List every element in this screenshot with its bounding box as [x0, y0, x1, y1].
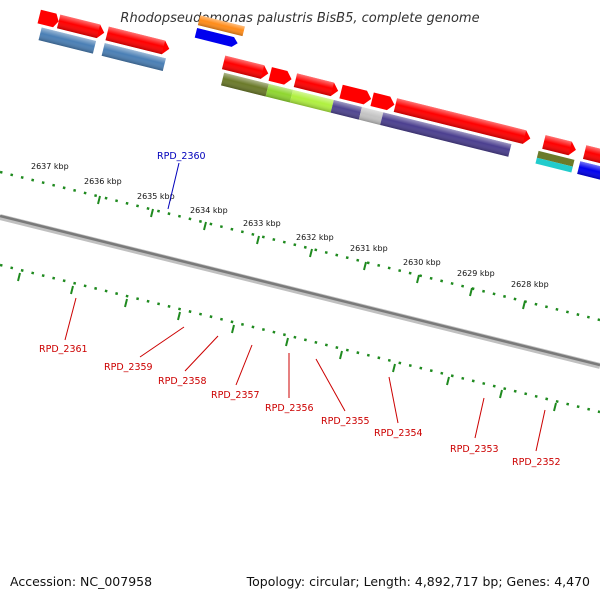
major-tick	[203, 221, 207, 231]
gene-label-rpd-2354[interactable]: RPD_2354	[374, 428, 423, 439]
gene-tracks	[37, 9, 600, 194]
major-tick	[339, 350, 343, 360]
scale-label: 2637 kbp	[31, 162, 69, 171]
gene-label-rpd-2352[interactable]: RPD_2352	[512, 457, 561, 468]
major-tick	[416, 274, 420, 284]
leader-line	[535, 409, 546, 452]
leader-line	[235, 344, 253, 386]
inner-tick-ruler	[0, 263, 600, 414]
gene-arrow[interactable]	[37, 9, 61, 28]
major-tick	[70, 285, 74, 295]
gene-rpd-2353-a[interactable]	[536, 150, 575, 167]
major-tick	[392, 363, 396, 373]
leader-line	[184, 335, 219, 372]
major-tick	[309, 248, 313, 258]
leader-line	[139, 326, 185, 358]
map-title: Rhodopseudomonas palustris BisB5, comple…	[120, 11, 479, 26]
major-tick	[553, 402, 557, 412]
gene-arrow[interactable]	[339, 84, 372, 106]
major-tick	[446, 376, 450, 386]
gene-label-rpd-2357[interactable]: RPD_2357	[211, 390, 260, 401]
accession-label: Accession: NC_007958	[10, 574, 152, 589]
gene-label-rpd-2355[interactable]: RPD_2355	[321, 416, 370, 427]
scale-label: 2632 kbp	[296, 233, 334, 242]
gene-labels: RPD_2360 RPD_2361 RPD_2359 RPD_2358 RPD_…	[39, 151, 561, 468]
gene-arrow[interactable]	[370, 92, 396, 111]
major-tick	[150, 208, 154, 218]
scale-label: 2633 kbp	[243, 219, 281, 228]
gene-label-rpd-2359[interactable]: RPD_2359	[104, 362, 153, 373]
gene-arrow[interactable]	[194, 27, 239, 48]
scale-label: 2634 kbp	[190, 206, 228, 215]
gene-rpd-2353-b[interactable]	[535, 157, 573, 173]
gene-label-rpd-2358[interactable]: RPD_2358	[158, 376, 207, 387]
gene-label-rpd-2360[interactable]: RPD_2360	[157, 151, 206, 162]
gene-label-rpd-2361[interactable]: RPD_2361	[39, 344, 88, 355]
major-tick	[363, 261, 367, 271]
major-tick	[285, 337, 289, 347]
major-tick	[256, 235, 260, 245]
label-leaders	[64, 162, 546, 452]
leader-line	[167, 162, 180, 210]
gene-arrow[interactable]	[268, 67, 294, 86]
scale-label: 2635 kbp	[137, 192, 175, 201]
leader-line	[64, 297, 77, 341]
major-tick	[97, 195, 101, 205]
leader-line	[388, 376, 399, 424]
scale-label: 2628 kbp	[511, 280, 549, 289]
scale-label: 2636 kbp	[84, 177, 122, 186]
gene-label-rpd-2356[interactable]: RPD_2356	[265, 403, 314, 414]
major-tick	[17, 272, 21, 282]
major-tick	[499, 389, 503, 399]
genome-backbone-core	[0, 214, 600, 367]
leader-line	[315, 358, 346, 412]
outer-tick-ruler	[0, 170, 600, 322]
major-tick	[177, 311, 181, 321]
major-tick	[469, 287, 473, 297]
scale-label: 2631 kbp	[350, 244, 388, 253]
genome-summary-label: Topology: circular; Length: 4,892,717 bp…	[246, 574, 590, 589]
forward-strand-track	[37, 9, 600, 176]
leader-line	[474, 397, 485, 439]
reverse-strand-track	[38, 27, 600, 194]
gene-rpd-2360[interactable]	[194, 15, 245, 48]
scale-labels: 2637 kbp 2636 kbp 2635 kbp 2634 kbp 2633…	[31, 162, 549, 289]
major-tick	[522, 300, 526, 310]
gene-label-rpd-2353[interactable]: RPD_2353	[450, 444, 499, 455]
scale-label: 2629 kbp	[457, 269, 495, 278]
major-tick	[231, 324, 235, 334]
major-tick	[124, 298, 128, 308]
scale-label: 2630 kbp	[403, 258, 441, 267]
